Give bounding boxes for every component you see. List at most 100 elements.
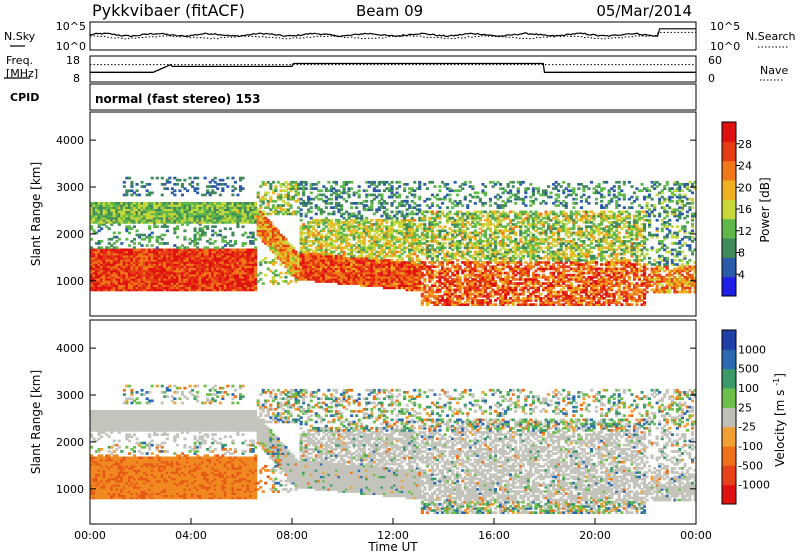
power-cell: [191, 254, 195, 258]
power-cell: [332, 267, 336, 271]
power-cell: [357, 275, 361, 279]
power-cell: [183, 248, 187, 252]
power-cell: [100, 246, 104, 250]
nsky-label: N.Sky: [4, 30, 36, 43]
power-cell: [329, 261, 333, 264]
power-cell: [115, 248, 119, 252]
power-cell: [198, 256, 202, 260]
power-cell: [228, 221, 232, 224]
power-cell: [342, 237, 346, 241]
power-cell: [312, 252, 316, 256]
power-cell: [102, 208, 106, 212]
power-cell: [122, 267, 126, 271]
power-cell: [170, 187, 174, 190]
power-cell: [264, 231, 268, 235]
power-cell: [307, 256, 311, 260]
power-cell: [193, 240, 197, 243]
power-cell: [342, 267, 346, 271]
power-cell: [163, 214, 167, 218]
power-cell: [132, 265, 136, 269]
power-cell: [249, 204, 253, 207]
power-cell: [183, 256, 187, 260]
power-cell: [135, 204, 139, 207]
power-cell: [120, 267, 124, 271]
power-cell: [107, 284, 111, 287]
power-cell: [360, 273, 364, 277]
power-cell: [153, 286, 157, 290]
power-cell: [188, 269, 192, 273]
power-cell: [90, 261, 94, 264]
power-cell: [198, 284, 202, 287]
power-cell: [90, 254, 94, 258]
power-cell: [246, 250, 250, 254]
power-cell: [153, 259, 157, 262]
power-cell: [130, 183, 134, 186]
power-cell: [90, 267, 94, 271]
power-cell: [186, 284, 190, 287]
power-cell: [191, 269, 195, 273]
power-cell: [264, 183, 268, 186]
power-cell: [201, 284, 205, 287]
power-cell: [244, 208, 248, 212]
power-cell: [105, 218, 109, 222]
power-cell: [143, 233, 147, 237]
power-cell: [261, 259, 265, 262]
power-cell: [317, 189, 321, 193]
power-cell: [347, 221, 351, 224]
power-cell: [340, 271, 344, 275]
power-cell: [284, 246, 288, 250]
power-cell: [350, 229, 354, 233]
power-cell: [342, 233, 346, 237]
power-cell: [271, 180, 275, 184]
power-cell: [107, 250, 111, 254]
power-cell: [289, 252, 293, 256]
power-cell: [95, 256, 99, 260]
power-cell: [233, 214, 237, 218]
power-cell: [342, 229, 346, 233]
power-cell: [355, 229, 359, 233]
power-cell: [193, 280, 197, 283]
power-cell: [307, 223, 311, 226]
power-cell: [145, 189, 149, 193]
power-cell: [345, 223, 349, 226]
power-cell: [307, 273, 311, 277]
power-cell: [188, 218, 192, 222]
power-cell: [352, 248, 356, 252]
power-cell: [302, 193, 306, 197]
power-cell: [203, 271, 207, 275]
power-cell: [342, 212, 346, 216]
power-cell: [102, 212, 106, 216]
power-cell: [188, 278, 192, 281]
power-cell: [249, 288, 253, 292]
power-cell: [160, 252, 164, 256]
power-cell: [281, 246, 285, 250]
power-cell: [357, 235, 361, 239]
power-cell: [284, 256, 288, 260]
power-cell: [211, 218, 215, 222]
power-cell: [271, 278, 275, 281]
power-cell: [319, 261, 323, 264]
power-cell: [208, 261, 212, 264]
power-cell: [312, 267, 316, 271]
power-cell: [274, 227, 278, 231]
power-cell: [140, 248, 144, 252]
power-cell: [261, 231, 265, 235]
power-cell: [451, 261, 455, 264]
power-cell: [148, 227, 152, 231]
power-cell: [327, 275, 331, 279]
power-cell: [221, 273, 225, 277]
power-cell: [249, 284, 253, 287]
power-cell: [196, 242, 200, 245]
power-cell: [362, 237, 366, 241]
power-cell: [138, 280, 142, 283]
power-cell: [158, 212, 162, 216]
power-cell: [115, 246, 119, 250]
power-cell: [102, 261, 106, 264]
power-cell: [448, 193, 452, 197]
power-cell: [458, 199, 462, 203]
power-cell: [208, 286, 212, 290]
power-cell: [327, 248, 331, 252]
power-cell: [148, 208, 152, 212]
power-cell: [102, 216, 106, 220]
power-cell: [329, 206, 333, 209]
